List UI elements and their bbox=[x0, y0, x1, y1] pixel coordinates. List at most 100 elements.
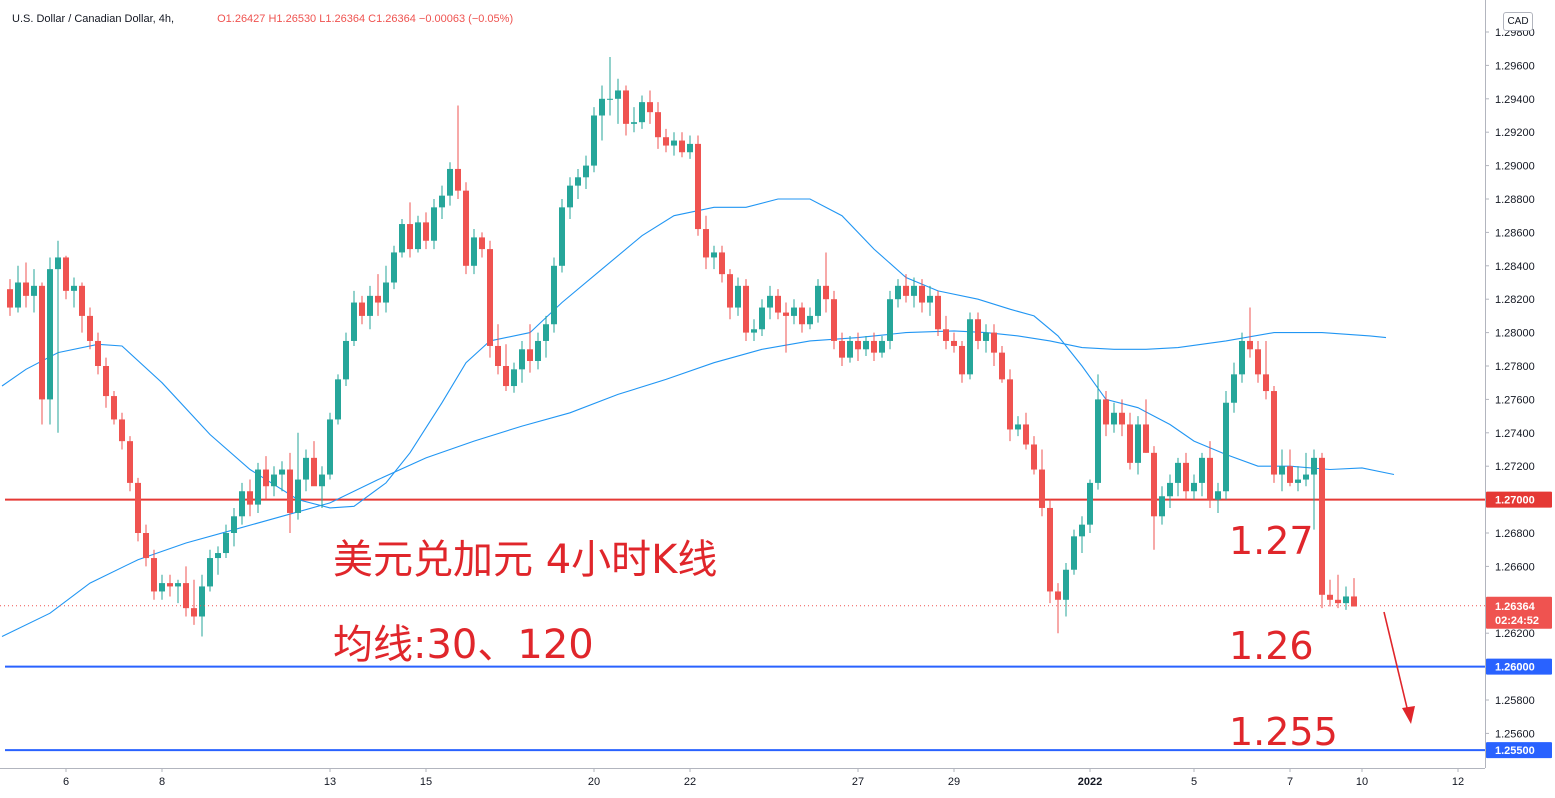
candle-body bbox=[95, 340, 101, 366]
candle bbox=[1231, 362, 1237, 413]
candle-body bbox=[1135, 424, 1141, 463]
currency-badge[interactable]: CAD bbox=[1503, 12, 1533, 31]
candle bbox=[991, 324, 997, 366]
candle bbox=[735, 277, 741, 316]
candle bbox=[1167, 474, 1173, 508]
candle-body bbox=[375, 295, 381, 303]
candle bbox=[47, 257, 53, 425]
candle-body bbox=[911, 285, 917, 296]
candle-body bbox=[487, 249, 493, 346]
candle-body bbox=[703, 229, 709, 258]
candle bbox=[807, 307, 813, 330]
candle-body bbox=[423, 222, 429, 241]
candle bbox=[255, 462, 261, 513]
time-tick-label: 6 bbox=[63, 776, 69, 788]
price-axis[interactable]: 1.298001.296001.294001.292001.290001.288… bbox=[1485, 27, 1535, 740]
candle bbox=[415, 215, 421, 253]
candle bbox=[215, 546, 221, 575]
candle bbox=[871, 332, 877, 361]
level-annotation-1-26: 1.26 bbox=[1229, 624, 1314, 668]
candle-body bbox=[407, 224, 413, 250]
candle-body bbox=[1295, 479, 1301, 483]
candle-body bbox=[567, 185, 573, 208]
candle-body bbox=[1119, 412, 1125, 425]
candle bbox=[1343, 586, 1349, 610]
price-tick-label: 1.27400 bbox=[1495, 428, 1535, 440]
moving-average-annotation: 均线:30、120 bbox=[333, 622, 594, 668]
candle-body bbox=[471, 237, 477, 266]
candles bbox=[7, 57, 1357, 637]
candle bbox=[335, 374, 341, 425]
candle-body bbox=[143, 533, 149, 559]
candle bbox=[1103, 391, 1109, 437]
candle bbox=[351, 290, 357, 346]
candle-body bbox=[455, 168, 461, 191]
candle-body bbox=[511, 369, 517, 387]
candle bbox=[151, 549, 157, 600]
candle-body bbox=[47, 269, 53, 400]
candle bbox=[895, 279, 901, 308]
candle bbox=[471, 229, 477, 275]
candle-body bbox=[271, 474, 277, 487]
candle-body bbox=[743, 285, 749, 333]
bar-countdown: 02:24:52 bbox=[1495, 615, 1539, 627]
candle bbox=[1255, 340, 1261, 383]
candle bbox=[1007, 369, 1013, 442]
candle-body bbox=[951, 340, 957, 346]
candle-body bbox=[1031, 444, 1037, 470]
candle-body bbox=[359, 302, 365, 316]
candle-body bbox=[935, 295, 941, 330]
candle-body bbox=[807, 315, 813, 325]
candle bbox=[279, 461, 285, 492]
price-tag-1-27-bg bbox=[1486, 491, 1552, 508]
candle bbox=[175, 579, 181, 604]
candle bbox=[959, 340, 965, 383]
candle-body bbox=[383, 282, 389, 303]
time-tick-label: 2022 bbox=[1078, 776, 1102, 788]
candle-body bbox=[1335, 599, 1341, 604]
candle bbox=[263, 456, 269, 500]
level-annotation-1-255: 1.255 bbox=[1229, 710, 1338, 754]
candle-body bbox=[311, 457, 317, 487]
time-tick-label: 29 bbox=[948, 776, 960, 788]
candle-body bbox=[1287, 466, 1293, 483]
candle-body bbox=[967, 319, 973, 375]
candle-body bbox=[687, 143, 693, 153]
candle bbox=[639, 95, 645, 129]
price-tick-label: 1.26800 bbox=[1495, 528, 1535, 540]
candle bbox=[679, 132, 685, 158]
candle bbox=[999, 345, 1005, 383]
candle bbox=[751, 319, 757, 341]
price-tag-1-26: 1.26000 bbox=[1495, 662, 1535, 674]
candle-body bbox=[159, 583, 165, 592]
candle-body bbox=[1351, 596, 1357, 607]
candle bbox=[711, 245, 717, 270]
candle-body bbox=[783, 312, 789, 316]
candle bbox=[847, 335, 853, 363]
candle bbox=[463, 182, 469, 275]
candle bbox=[759, 299, 765, 336]
candle-body bbox=[1199, 457, 1205, 483]
candle-body bbox=[39, 285, 45, 400]
candle bbox=[519, 340, 525, 383]
candle-body bbox=[551, 265, 557, 325]
candle bbox=[1087, 479, 1093, 533]
time-axis[interactable]: 6 8 13 15 20 22 27 29 2022 5 7 10 12 bbox=[63, 768, 1464, 788]
candle-body bbox=[543, 324, 549, 341]
candle bbox=[391, 245, 397, 290]
candle bbox=[1247, 307, 1253, 358]
candle-body bbox=[207, 558, 213, 587]
price-tag-1-255: 1.25500 bbox=[1495, 745, 1535, 757]
candle bbox=[71, 277, 77, 308]
candle-body bbox=[1207, 457, 1213, 500]
candle-body bbox=[135, 482, 141, 533]
time-tick-label: 20 bbox=[588, 776, 600, 788]
candle-body bbox=[1175, 462, 1181, 483]
candle-body bbox=[1239, 340, 1245, 375]
candle-body bbox=[1247, 340, 1253, 350]
price-tick-label: 1.28000 bbox=[1495, 328, 1535, 340]
candle-body bbox=[663, 137, 669, 146]
